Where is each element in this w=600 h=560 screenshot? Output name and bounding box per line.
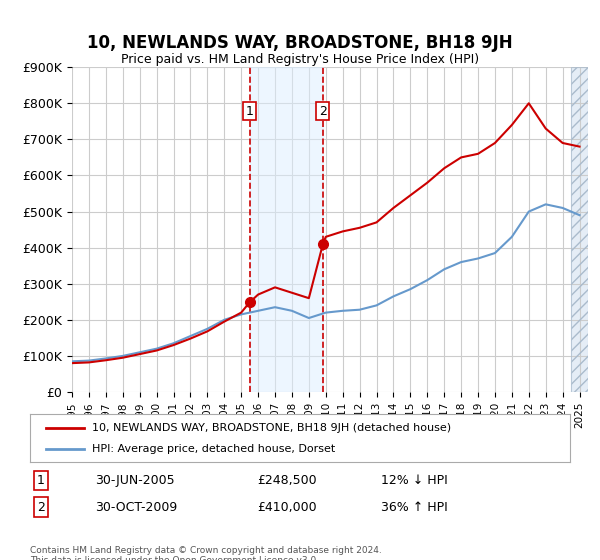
Text: 1: 1 bbox=[246, 105, 254, 118]
Text: Price paid vs. HM Land Registry's House Price Index (HPI): Price paid vs. HM Land Registry's House … bbox=[121, 53, 479, 66]
Text: £248,500: £248,500 bbox=[257, 474, 316, 487]
Bar bbox=[571, 67, 588, 392]
Text: 30-JUN-2005: 30-JUN-2005 bbox=[95, 474, 175, 487]
Text: 10, NEWLANDS WAY, BROADSTONE, BH18 9JH: 10, NEWLANDS WAY, BROADSTONE, BH18 9JH bbox=[87, 34, 513, 52]
Text: £410,000: £410,000 bbox=[257, 501, 316, 514]
Text: 12% ↓ HPI: 12% ↓ HPI bbox=[381, 474, 448, 487]
Bar bbox=[571, 67, 588, 392]
Text: 10, NEWLANDS WAY, BROADSTONE, BH18 9JH (detached house): 10, NEWLANDS WAY, BROADSTONE, BH18 9JH (… bbox=[92, 423, 451, 433]
Text: 2: 2 bbox=[319, 105, 327, 118]
Text: 2: 2 bbox=[37, 501, 45, 514]
Text: 36% ↑ HPI: 36% ↑ HPI bbox=[381, 501, 448, 514]
Text: 1: 1 bbox=[37, 474, 45, 487]
Text: HPI: Average price, detached house, Dorset: HPI: Average price, detached house, Dors… bbox=[92, 444, 335, 454]
Text: 30-OCT-2009: 30-OCT-2009 bbox=[95, 501, 177, 514]
Text: Contains HM Land Registry data © Crown copyright and database right 2024.
This d: Contains HM Land Registry data © Crown c… bbox=[30, 546, 382, 560]
Bar bbox=[250, 67, 323, 392]
